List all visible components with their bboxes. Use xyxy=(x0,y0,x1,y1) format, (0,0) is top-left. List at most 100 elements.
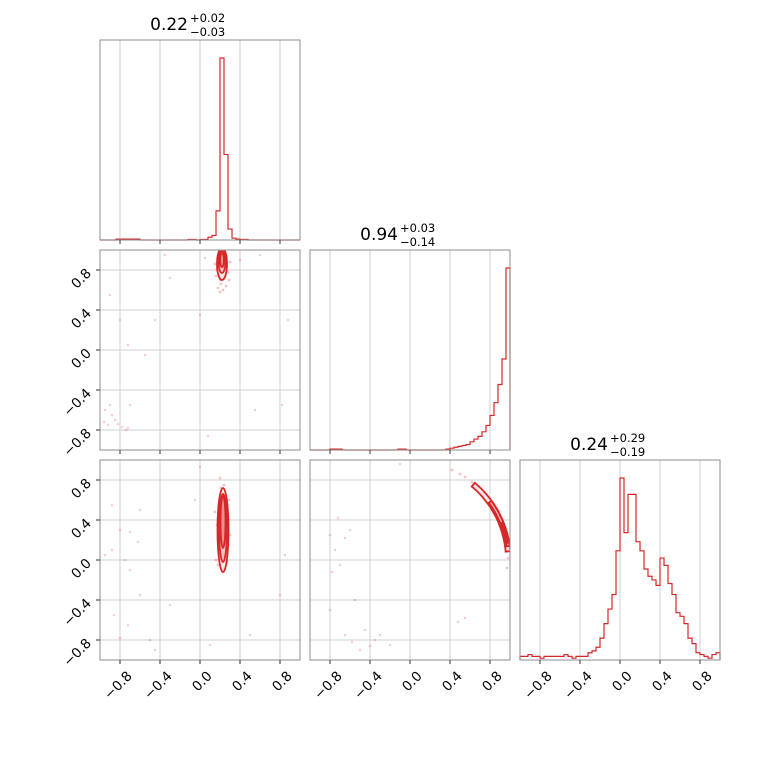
sample-point-joint0-16 xyxy=(206,434,210,438)
sample-point-joint0-9 xyxy=(102,420,106,424)
sample-point-joint0-1 xyxy=(106,423,110,427)
sample-point-joint2-17 xyxy=(398,462,402,466)
y-tick-label-joint0-4: 0.8 xyxy=(68,266,95,293)
core-sample-point-joint0-14 xyxy=(221,288,225,292)
y-tick-label-joint0-3: 0.4 xyxy=(68,306,95,333)
core-sample-point-joint1-14 xyxy=(213,510,217,514)
sample-point-joint0-12 xyxy=(118,318,122,322)
sample-point-joint1-15 xyxy=(278,593,282,597)
sample-point-joint1-3 xyxy=(128,530,132,534)
sample-point-joint1-8 xyxy=(126,623,130,627)
core-sample-point-joint0-0 xyxy=(216,286,220,290)
core-sample-point-joint1-9 xyxy=(222,483,226,487)
sample-point-joint1-13 xyxy=(208,643,212,647)
sample-point-joint0-23 xyxy=(238,258,242,262)
sample-point-joint0-6 xyxy=(124,428,128,432)
core-sample-point-joint0-8 xyxy=(213,262,217,266)
core-sample-point-joint2-9 xyxy=(506,556,510,560)
sample-point-joint2-13 xyxy=(388,643,392,647)
sample-point-joint2-2 xyxy=(338,563,342,567)
sample-point-joint2-14 xyxy=(363,628,367,632)
core-sample-point-joint1-15 xyxy=(218,476,222,480)
grid-layer xyxy=(100,40,701,660)
joint-group-joint1 xyxy=(103,465,287,652)
sample-point-joint1-11 xyxy=(110,503,114,507)
x-tick-label-joint2-3: 0.4 xyxy=(439,668,466,695)
density-contour-joint1-2 xyxy=(219,495,227,549)
joint-group-joint0 xyxy=(102,250,290,438)
x-tick-label-joint1-1: −0.4 xyxy=(141,668,175,702)
sample-point-joint1-1 xyxy=(118,528,122,532)
sample-point-joint0-5 xyxy=(120,425,124,429)
sample-point-joint0-24 xyxy=(128,403,132,407)
y-tick-label-joint1-4: 0.8 xyxy=(68,476,95,503)
sample-point-joint0-18 xyxy=(280,403,284,407)
x-tick-label-joint1-4: 0.8 xyxy=(269,668,296,695)
core-sample-point-joint2-12 xyxy=(450,468,454,472)
core-sample-point-joint1-13 xyxy=(227,498,231,502)
sample-point-joint2-15 xyxy=(463,616,467,620)
sample-point-joint0-14 xyxy=(108,293,112,297)
core-sample-point-joint0-9 xyxy=(228,260,232,264)
y-tick-label-joint0-1: −0.4 xyxy=(60,386,94,420)
sample-point-joint0-21 xyxy=(143,353,147,357)
y-tick-label-joint1-0: −0.8 xyxy=(60,636,94,670)
param-title-median-1: 0.94 xyxy=(360,225,398,245)
sample-point-joint1-4 xyxy=(136,540,140,544)
x-tick-label-joint2-1: −0.4 xyxy=(351,668,385,702)
sample-point-joint2-10 xyxy=(373,638,377,642)
y-tick-label-joint1-1: −0.4 xyxy=(60,596,94,630)
sample-point-joint0-20 xyxy=(153,318,157,322)
core-sample-point-joint0-13 xyxy=(227,278,231,282)
sample-point-joint1-5 xyxy=(138,593,142,597)
x-tick-label-joint1-3: 0.4 xyxy=(229,668,256,695)
core-sample-point-joint1-0 xyxy=(216,563,220,567)
sample-point-joint2-3 xyxy=(343,536,347,540)
sample-point-joint0-2 xyxy=(110,413,114,417)
core-sample-point-joint0-10 xyxy=(219,282,223,286)
sample-point-joint0-22 xyxy=(258,253,262,257)
sample-point-joint0-11 xyxy=(168,276,172,280)
sample-point-joint2-4 xyxy=(348,528,352,532)
x-tick-label-joint2-2: 0.0 xyxy=(399,668,426,695)
sample-point-joint2-0 xyxy=(328,533,332,537)
data-layer xyxy=(100,57,721,660)
y-tick-label-joint0-0: −0.8 xyxy=(60,426,94,460)
core-sample-point-joint0-15 xyxy=(218,290,222,294)
sample-point-joint2-11 xyxy=(368,644,372,648)
label-layer: 0.22 +0.02−0.030.94 +0.03−0.14−0.8 −0.4 0.0 0… xyxy=(60,11,715,703)
sample-point-joint0-17 xyxy=(253,408,257,412)
sample-point-joint2-9 xyxy=(358,648,362,652)
x-tick-label-diag2-0: −0.8 xyxy=(521,668,555,702)
sample-point-joint2-19 xyxy=(353,598,357,602)
core-sample-point-joint2-11 xyxy=(458,472,462,476)
x-tick-label-diag2-1: −0.4 xyxy=(561,668,595,702)
sample-point-joint0-4 xyxy=(116,422,120,426)
core-sample-point-joint2-10 xyxy=(505,566,509,570)
param-title-plus-1: +0.03 xyxy=(400,221,435,235)
x-tick-label-diag2-3: 0.4 xyxy=(649,668,676,695)
sample-point-joint1-19 xyxy=(138,508,142,512)
sample-point-joint1-21 xyxy=(128,568,132,572)
core-sample-point-joint2-0 xyxy=(470,480,474,484)
sample-point-joint1-17 xyxy=(198,465,202,469)
x-tick-label-joint2-0: −0.8 xyxy=(311,668,345,702)
sample-point-joint0-25 xyxy=(286,318,290,322)
sample-point-joint0-8 xyxy=(108,403,112,407)
sample-point-joint0-13 xyxy=(126,343,130,347)
sample-point-joint1-10 xyxy=(153,648,157,652)
density-arc-joint2-0 xyxy=(470,481,510,553)
param-title-median-2: 0.24 xyxy=(570,435,608,455)
param-title-plus-2: +0.29 xyxy=(610,431,645,445)
core-sample-point-joint0-12 xyxy=(214,274,218,278)
sample-point-joint2-6 xyxy=(336,516,340,520)
x-tick-label-joint1-2: 0.0 xyxy=(189,668,216,695)
sample-point-joint1-0 xyxy=(110,548,114,552)
sample-point-joint1-16 xyxy=(283,553,287,557)
sample-point-joint1-20 xyxy=(103,553,107,557)
sample-point-joint0-3 xyxy=(113,418,117,422)
sample-point-joint2-18 xyxy=(328,608,332,612)
x-tick-label-joint1-0: −0.8 xyxy=(101,668,135,702)
sample-point-joint2-7 xyxy=(343,633,347,637)
